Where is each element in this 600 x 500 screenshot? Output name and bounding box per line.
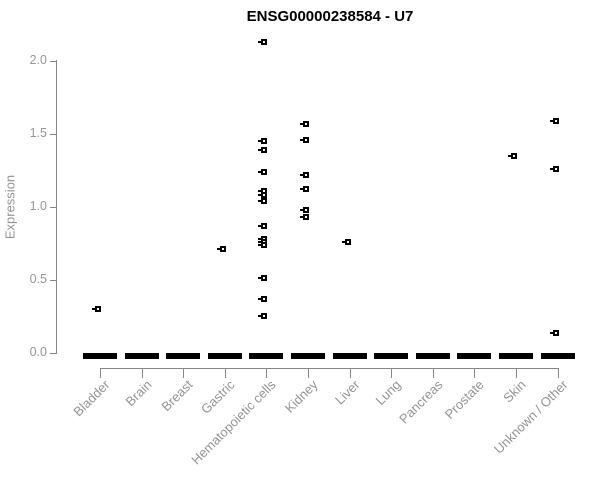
chart-title: ENSG00000238584 - U7 xyxy=(246,8,414,25)
zero-values-bar xyxy=(208,353,242,359)
zero-values-bar xyxy=(374,353,408,359)
data-point xyxy=(300,137,309,143)
zero-values-bar xyxy=(541,353,575,359)
x-tick xyxy=(308,368,309,378)
x-tick xyxy=(516,368,517,378)
data-point xyxy=(258,223,267,229)
zero-values-bar xyxy=(457,353,491,359)
x-tick xyxy=(266,368,267,378)
data-point xyxy=(550,166,559,172)
y-axis-line xyxy=(56,60,57,353)
x-tick xyxy=(350,368,351,378)
y-tick-label: 2.0 xyxy=(29,53,47,67)
zero-values-bar xyxy=(83,353,117,359)
x-tick xyxy=(183,368,184,378)
zero-values-bar xyxy=(125,353,159,359)
zero-values-bar xyxy=(291,353,325,359)
data-point xyxy=(342,239,351,245)
data-point xyxy=(258,296,267,302)
data-point xyxy=(258,138,267,144)
x-tick xyxy=(474,368,475,378)
data-point xyxy=(258,192,267,198)
data-point xyxy=(300,207,309,213)
data-point xyxy=(550,118,559,124)
data-point xyxy=(300,121,309,127)
data-point xyxy=(258,39,267,45)
x-tick xyxy=(558,368,559,378)
zero-values-bar xyxy=(333,353,367,359)
x-tick xyxy=(391,368,392,378)
data-point xyxy=(550,330,559,336)
data-point xyxy=(258,169,267,175)
data-point xyxy=(300,172,309,178)
y-tick xyxy=(50,207,57,208)
x-tick xyxy=(433,368,434,378)
y-tick xyxy=(50,280,57,281)
y-axis-label: Expression xyxy=(2,174,18,240)
data-point xyxy=(92,306,101,312)
x-axis-line xyxy=(100,368,559,369)
x-tick xyxy=(142,368,143,378)
data-point xyxy=(258,313,267,319)
y-tick-label: 1.5 xyxy=(29,126,47,140)
data-point xyxy=(217,246,226,252)
y-tick xyxy=(50,353,57,354)
zero-values-bar xyxy=(166,353,200,359)
x-tick xyxy=(100,368,101,378)
zero-values-bar xyxy=(499,353,533,359)
data-point xyxy=(258,147,267,153)
y-tick-label: 0.5 xyxy=(29,272,47,286)
x-tick xyxy=(225,368,226,378)
data-point xyxy=(300,214,309,220)
y-tick-label: 1.0 xyxy=(29,199,47,213)
y-tick xyxy=(50,134,57,135)
y-tick-label: 0.0 xyxy=(29,345,47,359)
zero-values-bar xyxy=(249,353,283,359)
data-point xyxy=(300,186,309,192)
data-point xyxy=(258,198,267,204)
y-tick xyxy=(50,61,57,62)
zero-values-bar xyxy=(416,353,450,359)
data-point xyxy=(258,188,267,194)
data-point xyxy=(508,153,517,159)
data-point xyxy=(258,275,267,281)
data-point xyxy=(258,242,267,248)
